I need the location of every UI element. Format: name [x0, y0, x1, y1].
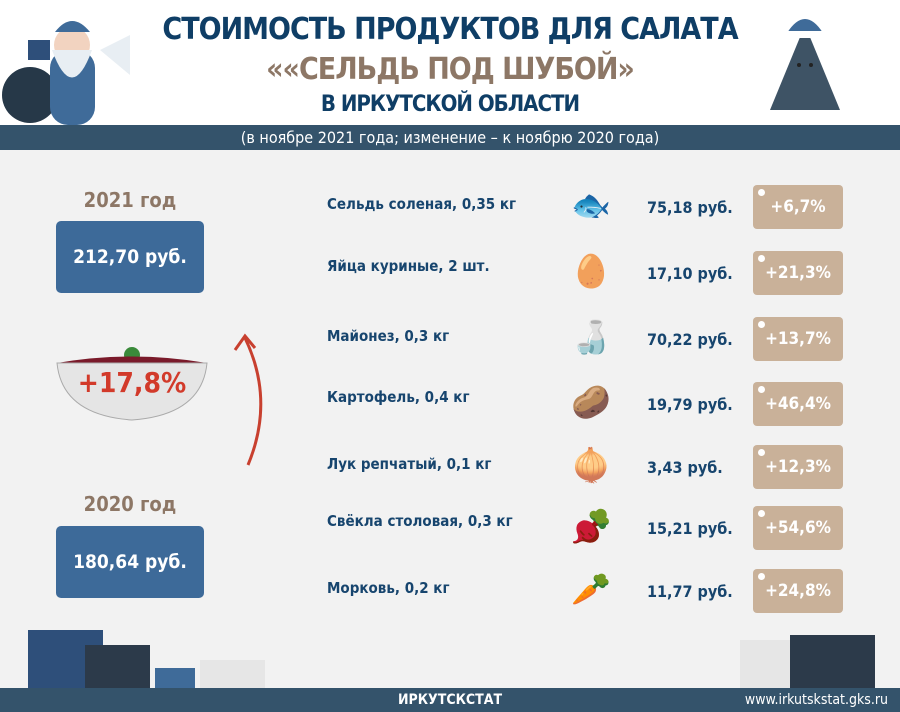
change-badge: +12,3%	[753, 445, 843, 489]
header: СТОИМОСТЬ ПРОДУКТОВ ДЛЯ САЛАТА ««СЕЛЬДЬ …	[0, 0, 900, 125]
mayonnaise-icon: 🍶	[571, 318, 611, 356]
product-name: Лук репчатый, 0,1 кг	[327, 455, 492, 473]
product-name: Сельдь соленая, 0,35 кг	[327, 195, 517, 213]
badge-dot-icon	[758, 189, 765, 196]
fish-icon: 🐟	[571, 186, 611, 224]
change-badge: +54,6%	[753, 506, 843, 550]
product-price: 3,43 руб.	[647, 458, 723, 477]
total-2021-box: 212,70 руб.	[56, 221, 204, 293]
year-2020-label: 2020 год	[83, 492, 177, 516]
footer-url[interactable]: www.irkutskstat.gks.ru	[744, 692, 888, 708]
product-price: 19,79 руб.	[647, 395, 733, 414]
salad-bowl-icon	[56, 347, 208, 421]
product-row: Яйца куриные, 2 шт. 🥚 17,10 руб. +21,3%	[0, 249, 900, 309]
gift-boxes-right-icon	[740, 635, 875, 688]
product-name: Яйца куриные, 2 шт.	[327, 257, 490, 275]
product-price: 75,18 руб.	[647, 198, 733, 217]
change-badge: +21,3%	[753, 251, 843, 295]
product-name: Картофель, 0,4 кг	[327, 388, 470, 406]
beet-icon: 🫜	[571, 507, 611, 545]
christmas-tree-icon	[770, 19, 840, 110]
year-2021-label: 2021 год	[83, 188, 177, 212]
change-value: +12,3%	[765, 457, 831, 477]
increase-arrow-icon	[233, 333, 263, 466]
gift-boxes-illustration-icon	[28, 630, 265, 688]
footer-org: ИРКУТСКСТАТ	[397, 692, 503, 708]
subtitle-bar: (в ноябре 2021 года; изменение – к ноябр…	[0, 125, 900, 150]
change-badge: +13,7%	[753, 317, 843, 361]
product-row: Морковь, 0,2 кг 🥕 11,77 руб. +24,8%	[0, 567, 900, 627]
title-line-1: СТОИМОСТЬ ПРОДУКТОВ ДЛЯ САЛАТА	[162, 12, 738, 47]
potato-icon: 🥔	[571, 383, 611, 421]
product-name: Морковь, 0,2 кг	[327, 579, 450, 597]
product-price: 70,22 руб.	[647, 330, 733, 349]
change-value: +6,7%	[770, 197, 826, 217]
change-badge: +24,8%	[753, 569, 843, 613]
badge-dot-icon	[758, 255, 765, 262]
santa-illustration-icon	[2, 21, 130, 125]
badge-dot-icon	[758, 449, 765, 456]
product-name: Свёкла столовая, 0,3 кг	[327, 512, 513, 530]
product-row: Майонез, 0,3 кг 🍶 70,22 руб. +13,7%	[0, 315, 900, 375]
onion-icon: 🧅	[571, 446, 611, 484]
product-price: 15,21 руб.	[647, 519, 733, 538]
badge-dot-icon	[758, 386, 765, 393]
change-value: +24,8%	[765, 581, 831, 601]
change-badge: +46,4%	[753, 382, 843, 426]
title-line-3: В ИРКУТСКОЙ ОБЛАСТИ	[320, 92, 580, 117]
product-row: Сельдь соленая, 0,35 кг 🐟 75,18 руб. +6,…	[0, 183, 900, 243]
carrot-icon: 🥕	[571, 570, 611, 608]
footer: ИРКУТСКСТАТ www.irkutskstat.gks.ru	[0, 688, 900, 712]
change-value: +21,3%	[765, 263, 831, 283]
change-value: +46,4%	[765, 394, 831, 414]
egg-tray-icon: 🥚	[571, 252, 611, 290]
badge-dot-icon	[758, 573, 765, 580]
product-price: 11,77 руб.	[647, 582, 733, 601]
change-value: +13,7%	[765, 329, 831, 349]
change-value: +54,6%	[765, 518, 831, 538]
product-row: Картофель, 0,4 кг 🥔 19,79 руб. +46,4%	[0, 380, 900, 440]
total-change: +17,8%	[77, 366, 187, 399]
product-name: Майонез, 0,3 кг	[327, 327, 450, 345]
badge-dot-icon	[758, 510, 765, 517]
total-2020-box: 180,64 руб.	[56, 526, 204, 598]
product-row: Лук репчатый, 0,1 кг 🧅 3,43 руб. +12,3%	[0, 443, 900, 503]
product-row: Свёкла столовая, 0,3 кг 🫜 15,21 руб. +54…	[0, 504, 900, 564]
title-line-2: ««СЕЛЬДЬ ПОД ШУБОЙ»	[266, 52, 635, 87]
change-badge: +6,7%	[753, 185, 843, 229]
badge-dot-icon	[758, 321, 765, 328]
product-price: 17,10 руб.	[647, 264, 733, 283]
